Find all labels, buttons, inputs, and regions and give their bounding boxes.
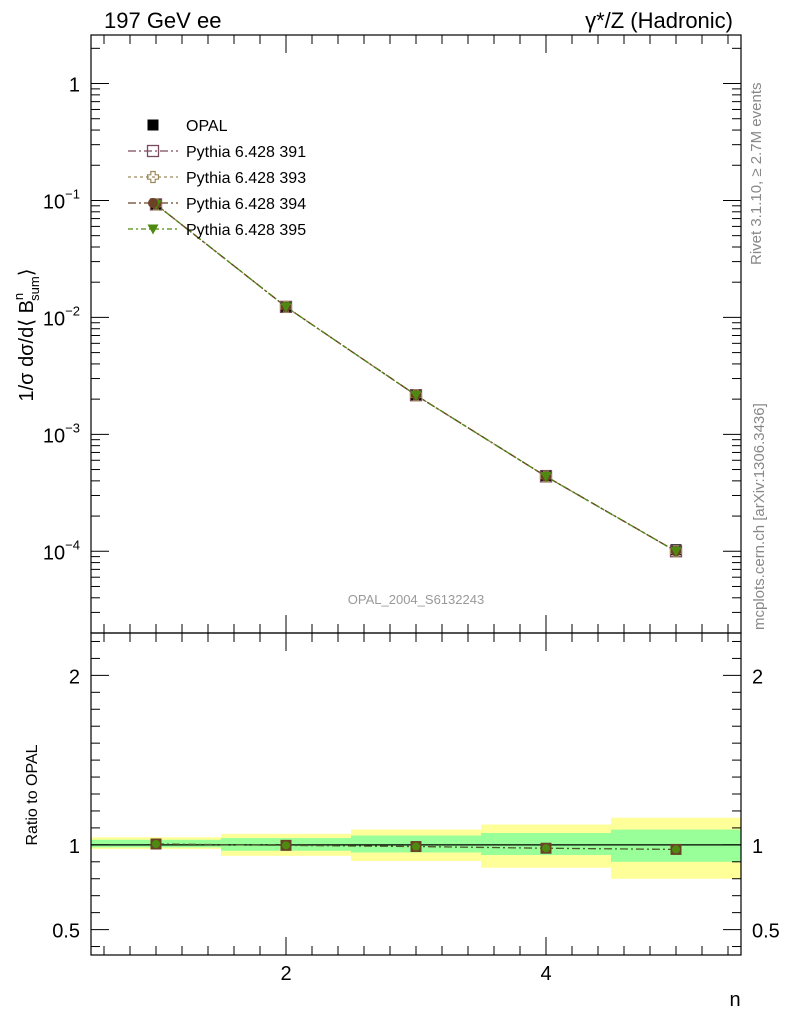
- legend-label: Pythia 6.428 395: [186, 222, 306, 239]
- y-tick-label-base: 10: [43, 191, 65, 213]
- main-y-label-prefix: 1/σ dσ/d⟨ B: [16, 300, 38, 401]
- ratio-bands: [91, 817, 741, 879]
- main-series-lines: [155, 203, 677, 552]
- ratio-y-tick-label: 1: [69, 836, 80, 858]
- legend-marker: [146, 170, 160, 184]
- ratio-point-overlay: [672, 845, 680, 854]
- y-tick-label: 10−1: [43, 186, 80, 213]
- legend-marker: [146, 144, 160, 158]
- series-line-2: [155, 203, 677, 552]
- legend-label: Pythia 6.428 393: [186, 170, 306, 187]
- y-tick-label: 10−4: [43, 537, 80, 564]
- main-y-label-sub: sum: [27, 276, 42, 301]
- watermark: OPAL_2004_S6132243: [348, 592, 484, 607]
- ratio-panel: 0.5 0.5 1 1 2 2 2 4 Ratio to OPAL n: [24, 632, 780, 1011]
- y-tick-label-exp: −2: [65, 303, 80, 318]
- main-series-markers: [149, 198, 683, 558]
- ratio-frame: [90, 632, 742, 956]
- y-tick-label-base: 10: [43, 425, 65, 447]
- y-tick-label-exp: −4: [65, 537, 80, 552]
- main-panel: 110−110−210−310−4 OPAL_2004_S6132243 OPA…: [11, 34, 742, 634]
- data-point-4-4: [670, 546, 682, 557]
- ratio-y-tick-label-right: 0.5: [752, 921, 780, 943]
- main-y-label-sup: n: [11, 293, 26, 300]
- y-tick-label-exp: −3: [65, 420, 80, 435]
- series-line-1: [155, 203, 677, 552]
- legend-label: Pythia 6.428 391: [186, 144, 306, 161]
- ratio-y-tick-label: 0.5: [52, 921, 80, 943]
- rivet-label: Rivet 3.1.10, ≥ 2.7M events: [748, 83, 765, 266]
- ratio-y-label: Ratio to OPAL: [24, 744, 41, 845]
- ratio-y-tick-label-right: 1: [752, 836, 763, 858]
- ratio-y-tick-label-right: 2: [752, 666, 763, 688]
- ratio-point-overlay: [542, 844, 550, 853]
- y-tick-label: 10−3: [43, 420, 80, 447]
- series-line-3: [155, 203, 677, 552]
- mcplots-label: mcplots.cern.ch [arXiv:1306.3436]: [751, 403, 768, 630]
- legend-label: OPAL: [186, 118, 228, 135]
- legend-label: Pythia 6.428 394: [186, 196, 306, 213]
- ratio-point-overlay: [412, 842, 420, 851]
- x-tick-label: 4: [540, 963, 551, 985]
- main-y-label: 1/σ dσ/d⟨ Bnsum⟩: [11, 268, 42, 401]
- data-point-4-2: [410, 390, 422, 401]
- main-y-label-suffix: ⟩: [16, 268, 38, 276]
- data-point-4-1: [280, 302, 292, 313]
- ratio-point-overlay: [282, 841, 290, 850]
- header-right: γ*/Z (Hadronic): [585, 8, 733, 33]
- y-tick-label-base: 10: [43, 308, 65, 330]
- y-tick-label-exp: −1: [65, 186, 80, 201]
- legend-marker: [148, 198, 158, 208]
- y-tick-label: 1: [69, 75, 80, 97]
- ratio-point-overlay: [152, 839, 160, 848]
- legend-marker: [147, 119, 159, 131]
- data-point-4-3: [540, 471, 552, 482]
- main-axis-ticks: 110−110−210−310−4: [43, 35, 741, 634]
- x-axis-label: n: [729, 989, 740, 1011]
- ratio-series: [150, 838, 682, 855]
- ratio-y-tick-label: 2: [69, 666, 80, 688]
- header-left: 197 GeV ee: [104, 8, 221, 33]
- series-line-4: [155, 203, 677, 552]
- y-tick-label-base: 10: [43, 542, 65, 564]
- x-tick-label: 2: [280, 963, 291, 985]
- legend-marker: [147, 224, 159, 235]
- ratio-axis-ticks: 0.5 0.5 1 1 2 2 2 4: [52, 633, 780, 985]
- legend: OPAL Pythia 6.428 391 Pythia 6.428 393 Pyth…: [128, 118, 306, 239]
- y-tick-label: 10−2: [43, 303, 80, 330]
